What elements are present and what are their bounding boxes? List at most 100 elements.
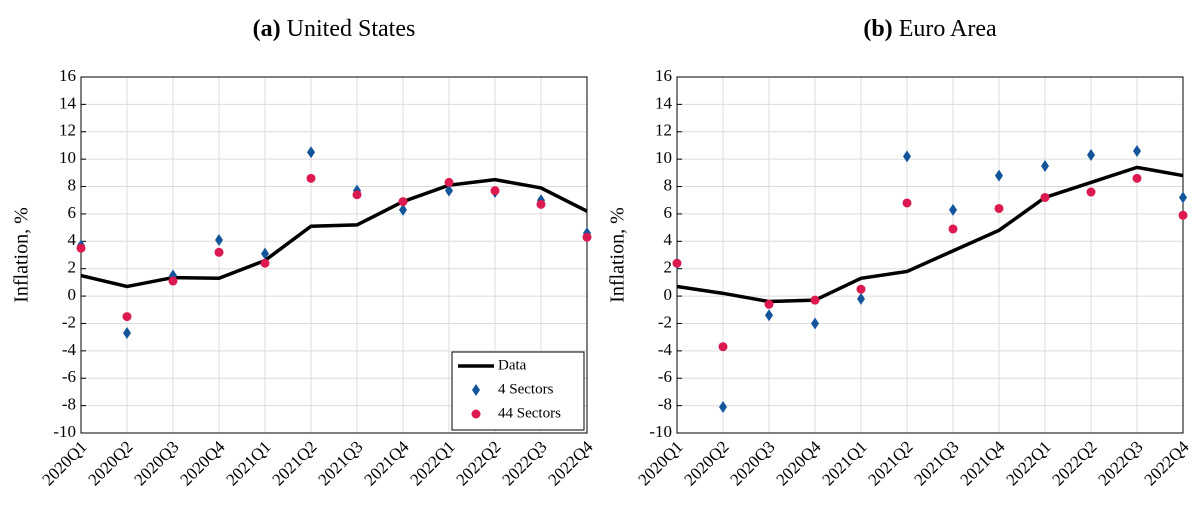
diamond-marker xyxy=(949,203,957,216)
y-tick-label: 8 xyxy=(664,175,673,194)
panel-label: (a) xyxy=(253,16,281,42)
circle-marker xyxy=(1040,192,1050,202)
x-tick-label: 2022Q2 xyxy=(452,437,504,489)
diamond-marker xyxy=(215,233,223,246)
legend-label: Data xyxy=(498,357,527,373)
panel: (b) Euro Area -10 -8 -6 -4 -2 0 2 4 6 8 10 12 14 16 202… xyxy=(607,16,1193,490)
y-tick-label: -8 xyxy=(62,395,76,414)
circle-marker xyxy=(810,295,820,305)
x-tick-label: 2020Q2 xyxy=(680,437,732,489)
x-tick-label: 2021Q1 xyxy=(818,437,870,489)
y-tick-label: 6 xyxy=(68,203,77,222)
circle-marker xyxy=(352,190,362,200)
plot-frame xyxy=(80,76,588,434)
circle-marker xyxy=(764,299,774,309)
x-tick-label: 2022Q3 xyxy=(498,437,550,489)
x-tick-label: 2021Q3 xyxy=(910,437,962,489)
circle-marker xyxy=(398,197,408,207)
title-text: United States xyxy=(287,16,416,42)
data-line xyxy=(676,165,1184,304)
circle-marker xyxy=(672,258,682,268)
x-tick-label: 2021Q4 xyxy=(360,437,413,490)
x-tick-label: 2022Q1 xyxy=(406,437,458,489)
circle-marker xyxy=(168,276,178,286)
chart-title: (b) Euro Area xyxy=(863,16,997,42)
circle-marker xyxy=(536,199,546,209)
diamond-marker xyxy=(1087,149,1095,162)
circle-marker xyxy=(306,173,316,183)
diamond-marker xyxy=(811,317,819,330)
diamond-marker xyxy=(307,146,315,159)
panel: (a) United States -10 -8 -6 -4 -2 0 2 4 6 8 10 12 14 1… xyxy=(11,16,597,490)
x-tick-label: 2020Q3 xyxy=(130,437,182,489)
y-tick-label: 12 xyxy=(655,121,672,140)
circle-marker xyxy=(1132,173,1142,183)
y-tick-label: -6 xyxy=(62,367,76,386)
y-tick-label: 0 xyxy=(664,285,673,304)
y-tick-label: 10 xyxy=(59,148,76,167)
y-tick-label: -8 xyxy=(658,395,672,414)
circle-marker xyxy=(444,177,454,187)
y-tick-label: 12 xyxy=(59,121,76,140)
title-text: Euro Area xyxy=(899,16,997,42)
panel-label: (b) xyxy=(863,16,892,42)
legend-label: 44 Sectors xyxy=(498,405,561,421)
plot-frame xyxy=(676,76,1184,434)
x-tick-label: 2020Q3 xyxy=(726,437,778,489)
circle-marker xyxy=(122,312,132,322)
diamond-marker xyxy=(399,203,407,216)
diamond-marker xyxy=(445,184,453,197)
y-tick-label: 6 xyxy=(664,203,673,222)
y-tick-label: 10 xyxy=(655,148,672,167)
diamond-marker xyxy=(903,150,911,163)
y-axis-label: Inflation, % xyxy=(11,207,33,303)
circle-marker xyxy=(902,198,912,208)
x-tick-label: 2020Q1 xyxy=(38,437,90,489)
x-tick-label: 2021Q2 xyxy=(268,437,320,489)
circle-marker xyxy=(1086,187,1096,197)
y-tick-label: 2 xyxy=(68,258,77,277)
y-tick-label: 14 xyxy=(59,93,77,112)
circle-marker xyxy=(214,247,224,257)
diamond-marker xyxy=(123,327,131,340)
x-tick-label: 2020Q4 xyxy=(176,437,229,490)
x-tick-label: 2020Q4 xyxy=(772,437,825,490)
circle-marker xyxy=(76,243,86,253)
y-tick-label: 4 xyxy=(68,230,77,249)
circle-marker xyxy=(856,284,866,294)
y-tick-label: 8 xyxy=(68,175,77,194)
x-tick-label: 2022Q1 xyxy=(1002,437,1054,489)
diamond-marker xyxy=(995,169,1003,182)
x-tick-label: 2021Q2 xyxy=(864,437,916,489)
y-tick-label: 0 xyxy=(68,285,77,304)
diamond-marker xyxy=(719,400,727,413)
circle-marker xyxy=(994,203,1004,213)
legend-diamond xyxy=(472,384,480,396)
y-tick-label: -10 xyxy=(649,422,672,441)
y-axis-label: Inflation, % xyxy=(607,207,629,303)
y-tick-label: -2 xyxy=(62,312,76,331)
x-tick-label: 2021Q3 xyxy=(314,437,366,489)
circle-marker xyxy=(260,258,270,268)
y-tick-label: 4 xyxy=(664,230,673,249)
y-tick-label: 2 xyxy=(664,258,673,277)
x-tick-label: 2022Q2 xyxy=(1048,437,1100,489)
y-tick-label: -4 xyxy=(62,340,77,359)
x-tick-label: 2020Q1 xyxy=(634,437,686,489)
x-tick-label: 2021Q1 xyxy=(222,437,274,489)
y-tick-label: 16 xyxy=(59,66,76,85)
diamond-marker xyxy=(1179,191,1187,204)
y-tick-label: -10 xyxy=(53,422,76,441)
circle-marker xyxy=(490,186,500,196)
circle-marker xyxy=(582,232,592,242)
x-tick-label: 2020Q2 xyxy=(84,437,136,489)
x-tick-label: 2022Q3 xyxy=(1094,437,1146,489)
circle-marker xyxy=(1178,210,1188,220)
diamond-marker xyxy=(1041,160,1049,172)
y-tick-label: -6 xyxy=(658,367,672,386)
x-tick-label: 2021Q4 xyxy=(956,437,1009,490)
x-tick-label: 2022Q4 xyxy=(544,437,597,490)
data-line xyxy=(80,177,588,289)
diamond-marker xyxy=(261,247,269,260)
